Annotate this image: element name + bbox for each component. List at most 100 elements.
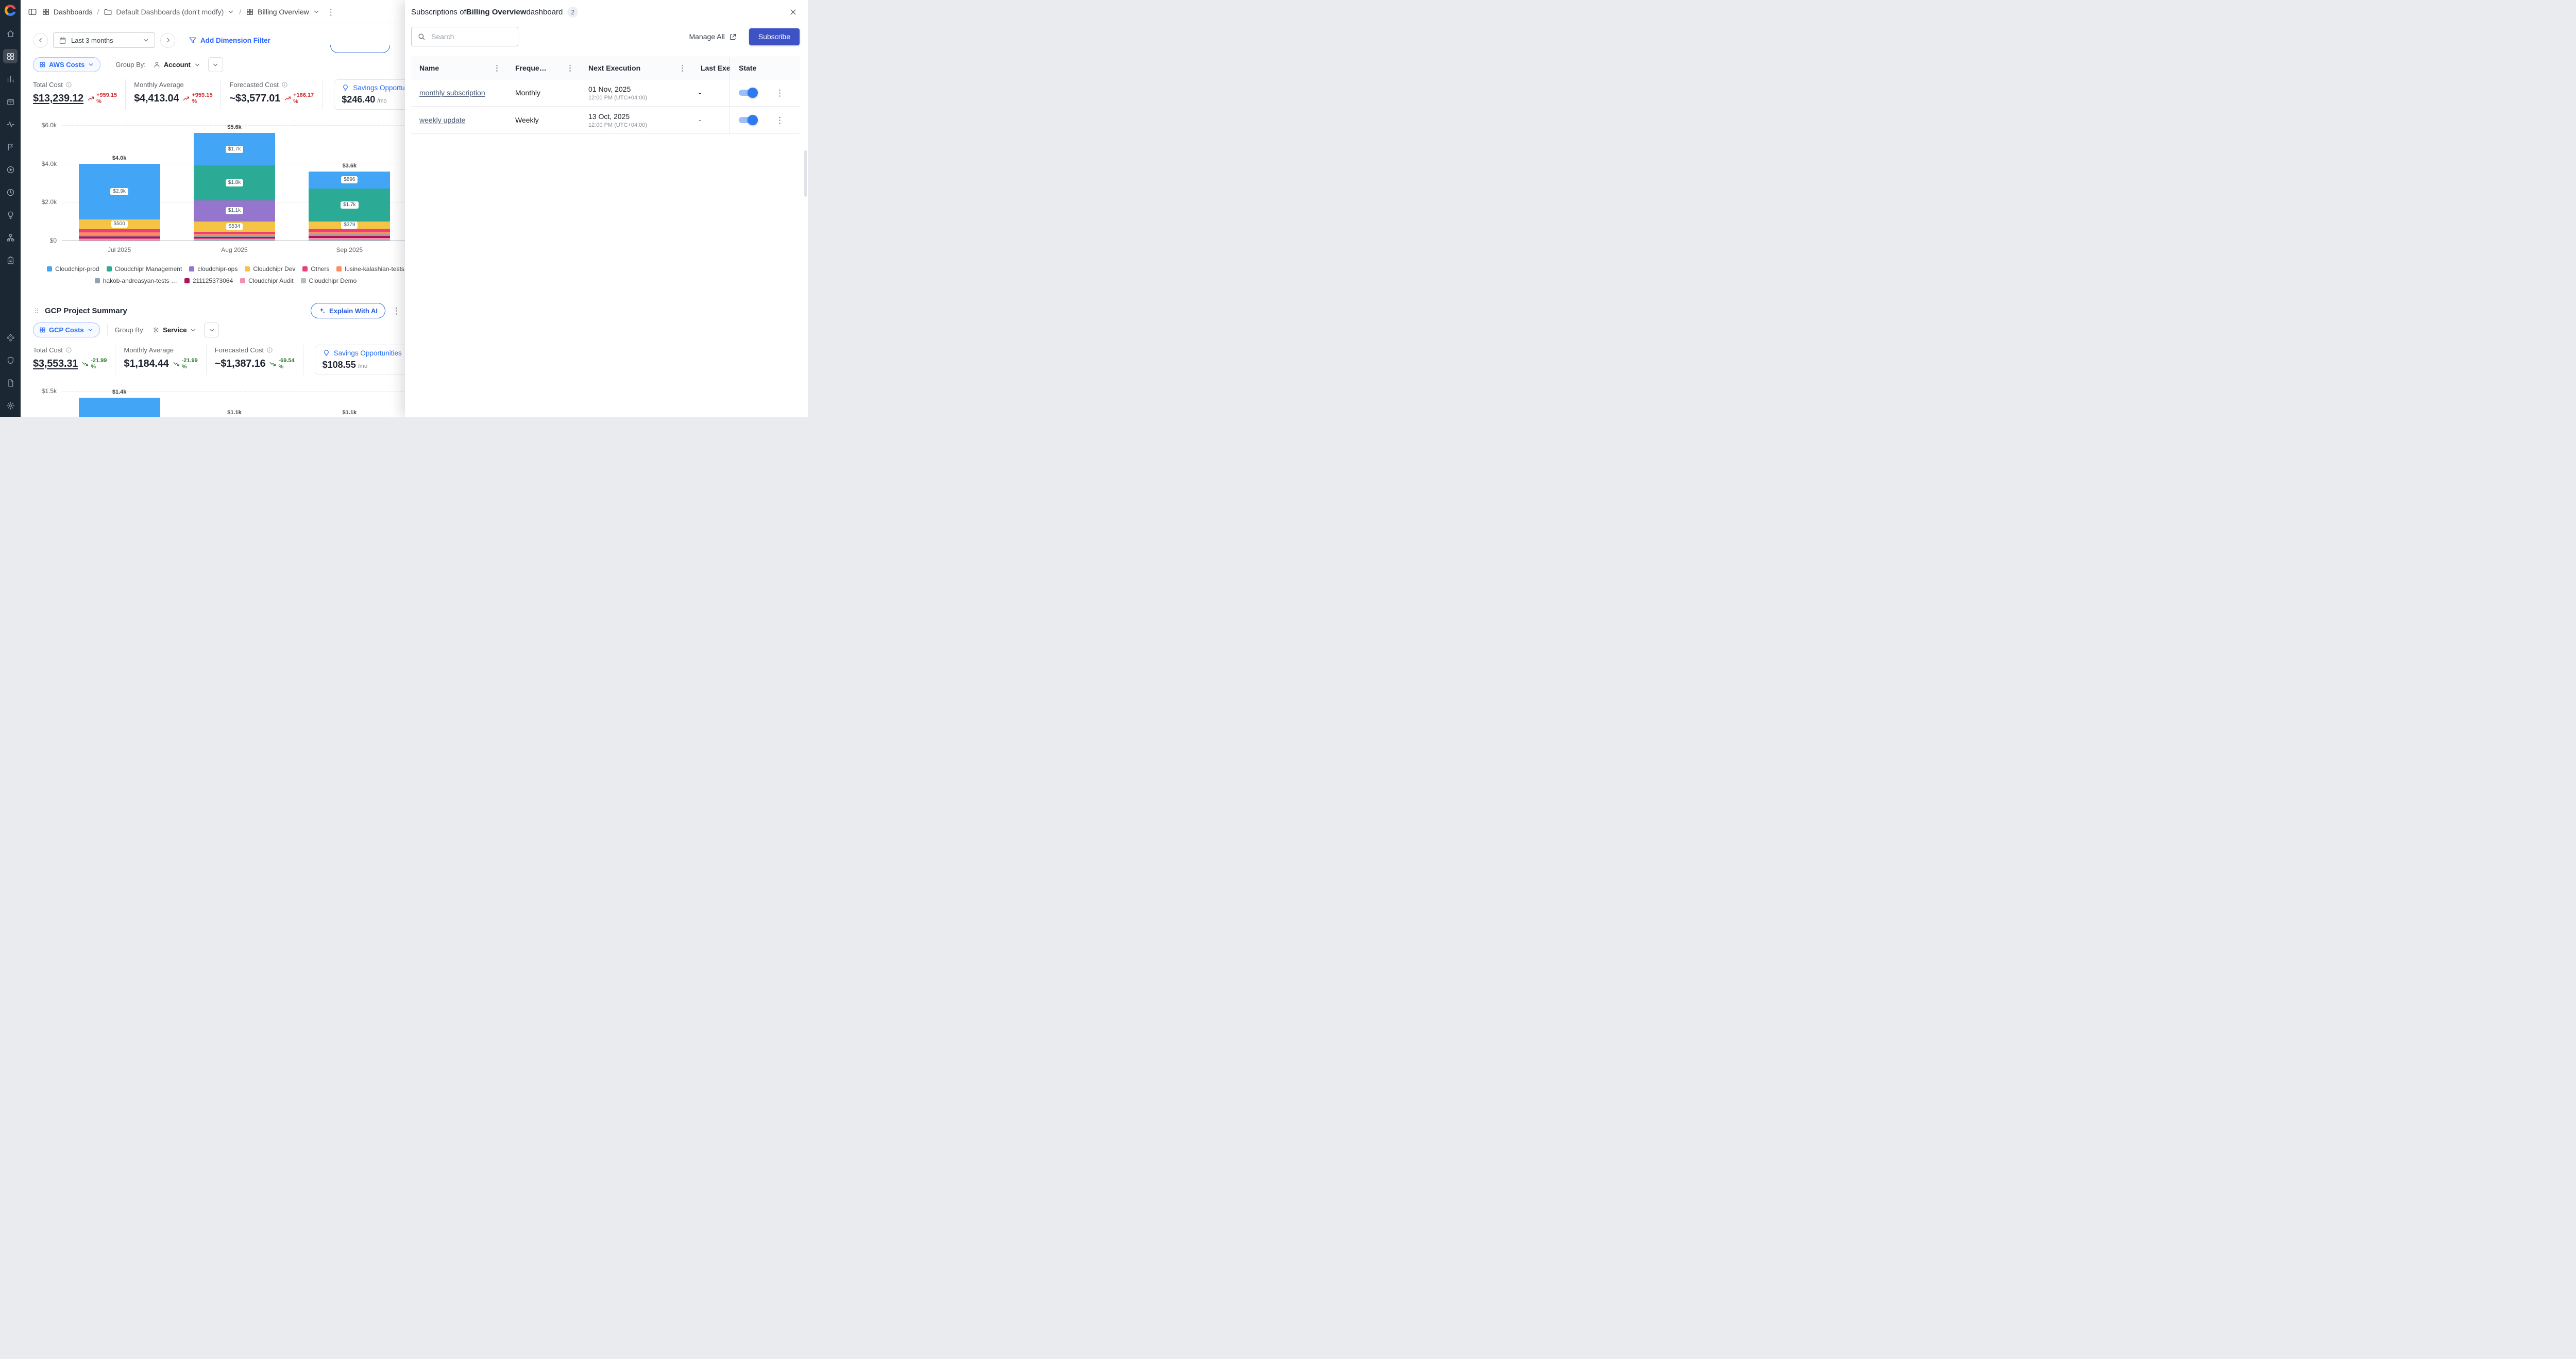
sidebar-item-activity[interactable]	[3, 117, 18, 131]
sidebar-toggle-icon[interactable]	[28, 7, 37, 16]
state-toggle[interactable]	[739, 88, 758, 98]
lightbulb-icon	[342, 84, 349, 92]
gcp-costs-chip[interactable]: GCP Costs	[33, 322, 100, 337]
chevron-down-icon[interactable]	[227, 8, 234, 15]
bar-segment	[194, 234, 275, 236]
bar-segment	[309, 240, 391, 241]
activity-pulse-icon	[6, 121, 14, 127]
widget-title: GCP Project Summary	[45, 306, 127, 315]
widget-menu-icon[interactable]: ⋮	[392, 305, 401, 316]
column-menu-icon[interactable]: ⋮	[566, 63, 574, 73]
savings-opportunities-card[interactable]: Savings Opportunities $246.40 /mo	[334, 79, 445, 110]
sidebar-item-docs[interactable]	[3, 376, 18, 390]
legend-item[interactable]: Cloudchipr Management	[106, 265, 182, 273]
scrollbar-thumb[interactable]	[804, 150, 807, 197]
sidebar-item-recommendations[interactable]	[3, 208, 18, 222]
savings-suffix: /mo	[377, 98, 387, 104]
drag-handle-icon[interactable]	[33, 307, 40, 315]
folder-icon	[104, 8, 112, 16]
legend-item[interactable]: Others	[302, 265, 329, 273]
sidebar-item-dashboards[interactable]	[3, 49, 18, 63]
sidebar-item-hierarchy[interactable]	[3, 230, 18, 245]
stacked-bar	[78, 398, 160, 417]
aws-costs-chip[interactable]: AWS Costs	[33, 57, 101, 72]
legend-label: cloudchipr-ops	[197, 265, 238, 273]
search-icon	[417, 32, 426, 41]
legend-item[interactable]: Cloudchipr Audit	[240, 277, 294, 284]
search-input[interactable]	[430, 32, 512, 41]
segment-value-label: $1.8k	[225, 179, 244, 186]
widget-options-dropdown[interactable]	[204, 322, 219, 337]
chevron-down-icon[interactable]	[313, 8, 320, 15]
aws-filter-row: AWS Costs Group By: Account	[33, 57, 418, 72]
sidebar-item-settings[interactable]	[3, 398, 18, 413]
forecasted-cost-value: ~$3,577.01	[229, 92, 281, 104]
legend-item[interactable]: cloudchipr-ops	[189, 265, 238, 273]
home-icon	[7, 30, 14, 37]
legend-item[interactable]: hakob-andreasyan-tests …	[94, 277, 177, 284]
breadcrumb-dashboards[interactable]: Dashboards	[42, 8, 93, 16]
widget-options-dropdown[interactable]	[208, 57, 223, 72]
savings-value: $108.55	[322, 360, 356, 370]
sidebar-item-history[interactable]	[3, 185, 18, 199]
column-menu-icon[interactable]: ⋮	[679, 63, 686, 73]
breadcrumb-folder[interactable]: Default Dashboards (don't modfy)	[104, 8, 234, 16]
subscription-name-link[interactable]: weekly update	[419, 116, 466, 124]
explain-with-ai-button-clipped[interactable]	[330, 45, 390, 53]
total-cost-value[interactable]: $3,553.31	[33, 358, 78, 369]
group-by-selector[interactable]: Account	[153, 61, 201, 69]
gear-icon	[6, 401, 14, 410]
sidebar-item-integrations[interactable]	[3, 330, 18, 345]
group-by-selector[interactable]: Service	[152, 326, 197, 334]
manage-all-button[interactable]: Manage All	[689, 32, 736, 41]
gcp-widget-header: GCP Project Summary Explain With AI ⋮	[33, 303, 418, 318]
info-icon[interactable]	[281, 81, 288, 88]
row-menu-icon[interactable]: ⋮	[775, 88, 784, 98]
bar-segment: $534	[194, 221, 275, 232]
column-menu-icon[interactable]: ⋮	[493, 63, 501, 73]
legend-item[interactable]: Cloudchipr-prod	[47, 265, 99, 273]
sidebar-item-security[interactable]	[3, 353, 18, 367]
sidebar-item-home[interactable]	[3, 26, 18, 41]
explain-with-ai-button[interactable]: Explain With AI	[310, 303, 385, 318]
sidebar-item-automations[interactable]	[3, 140, 18, 154]
table-row: monthly subscription Monthly 01 Nov, 202…	[411, 79, 800, 107]
bar-segment	[309, 238, 391, 240]
add-dimension-filter-icon	[189, 36, 197, 44]
legend-item[interactable]: Cloudchipr Dev	[245, 265, 295, 273]
info-icon[interactable]	[65, 81, 72, 88]
subscribe-button[interactable]: Subscribe	[749, 28, 800, 45]
search-box[interactable]	[411, 27, 518, 46]
subscription-name-link[interactable]: monthly subscription	[419, 89, 485, 97]
integrations-icon	[6, 333, 14, 342]
header-menu-icon[interactable]: ⋮	[326, 7, 335, 17]
close-panel-button[interactable]	[786, 5, 800, 19]
legend-item[interactable]: Cloudchipr Demo	[300, 277, 357, 284]
bar-chart-icon	[7, 75, 13, 82]
info-icon[interactable]	[266, 347, 273, 353]
sidebar-item-inventory[interactable]	[3, 94, 18, 109]
legend-item[interactable]: lusine-kalashian-tests	[336, 265, 404, 273]
total-cost-value[interactable]: $13,239.12	[33, 92, 84, 104]
bar-total-label: $3.6k	[342, 162, 357, 169]
prev-period-button[interactable]	[33, 32, 48, 48]
sidebar-item-reports[interactable]	[3, 253, 18, 267]
breadcrumb-current-dashboard[interactable]: Billing Overview	[246, 8, 320, 16]
savings-opportunities-card[interactable]: Savings Opportunities $108.55 /mo	[314, 345, 426, 375]
legend-item[interactable]: 211125373064	[184, 277, 233, 284]
state-toggle[interactable]	[739, 115, 758, 125]
info-icon[interactable]	[65, 347, 72, 353]
add-dimension-filter-button[interactable]: Add Dimension Filter	[189, 36, 270, 44]
play-circle-icon	[7, 166, 14, 173]
cloudchipr-logo-icon[interactable]	[5, 5, 16, 16]
x-axis-tick-label: Jul 2025	[107, 246, 131, 253]
segment-value-label: $534	[226, 223, 243, 230]
plot-area	[62, 391, 407, 417]
date-range-selector[interactable]: Last 3 months	[53, 32, 155, 48]
next-period-button[interactable]	[160, 32, 175, 48]
row-menu-icon[interactable]: ⋮	[775, 115, 784, 125]
savings-value: $246.40	[342, 94, 376, 105]
sidebar-item-executions[interactable]	[3, 162, 18, 177]
sidebar-item-analytics[interactable]	[3, 72, 18, 86]
column-header-last-execution: Last Execution	[701, 64, 730, 72]
